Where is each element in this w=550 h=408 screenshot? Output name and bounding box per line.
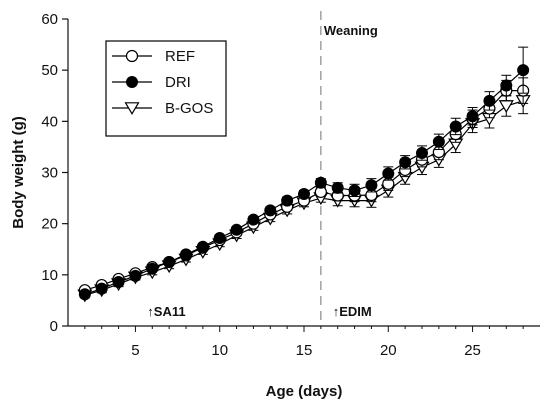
data-point xyxy=(298,187,310,200)
axes: 0 10 20 30 40 50 60 5 10 15 20 25 Age (days) Body wei… xyxy=(10,11,540,400)
data-point xyxy=(483,94,496,107)
y-axis-title: Body weight (g) xyxy=(10,116,27,229)
data-point xyxy=(314,176,327,189)
data-point xyxy=(78,288,91,301)
legend-label: B-GOS xyxy=(165,100,213,117)
data-point xyxy=(146,262,159,275)
legend-marker xyxy=(124,102,140,116)
x-tick-label: 15 xyxy=(296,342,313,359)
annotation-sa11: ↑SA11 xyxy=(147,304,185,319)
data-point xyxy=(213,231,226,244)
x-tick-label: 10 xyxy=(211,342,228,359)
series-dri xyxy=(78,46,530,301)
y-tick-label: 20 xyxy=(41,216,58,233)
data-point xyxy=(331,181,344,194)
legend-label: DRI xyxy=(165,74,191,91)
legend-marker xyxy=(125,49,139,63)
data-point xyxy=(129,269,142,282)
data-point xyxy=(399,156,412,169)
data-point xyxy=(230,223,243,236)
data-point xyxy=(500,79,513,92)
weaning-label: Weaning xyxy=(324,23,378,38)
x-tick-label: 20 xyxy=(380,342,397,359)
x-tick-label: 5 xyxy=(131,342,139,359)
y-tick-label: 0 xyxy=(50,318,58,335)
data-point xyxy=(449,120,462,133)
y-tick-label: 30 xyxy=(41,165,58,182)
data-point xyxy=(163,256,176,269)
annotation-layer: ↑SA11 ↑EDIM xyxy=(147,304,371,319)
data-point xyxy=(281,194,294,207)
legend: REF DRI B-GOS xyxy=(105,40,227,137)
series-layer xyxy=(77,46,531,303)
x-tick-label: 25 xyxy=(464,342,481,359)
y-tick-label: 60 xyxy=(41,11,58,28)
data-point xyxy=(196,240,209,253)
data-point xyxy=(247,213,260,226)
data-point xyxy=(416,147,428,160)
legend-marker xyxy=(126,76,138,88)
data-point xyxy=(112,275,125,288)
data-point xyxy=(466,110,479,123)
data-point xyxy=(95,282,108,295)
data-point xyxy=(382,167,395,180)
data-point xyxy=(180,248,192,261)
y-tick-label: 50 xyxy=(41,62,58,79)
x-axis-title: Age (days) xyxy=(266,383,343,400)
data-point xyxy=(264,204,277,217)
y-tick-label: 40 xyxy=(41,113,58,130)
y-tick-label: 10 xyxy=(41,267,58,284)
data-point xyxy=(517,64,530,77)
data-point xyxy=(365,179,378,192)
data-point xyxy=(432,135,445,148)
data-point xyxy=(348,184,361,197)
annotation-edim: ↑EDIM xyxy=(333,304,372,319)
weaning-line-layer: Weaning xyxy=(320,11,378,326)
legend-label: REF xyxy=(165,48,195,65)
